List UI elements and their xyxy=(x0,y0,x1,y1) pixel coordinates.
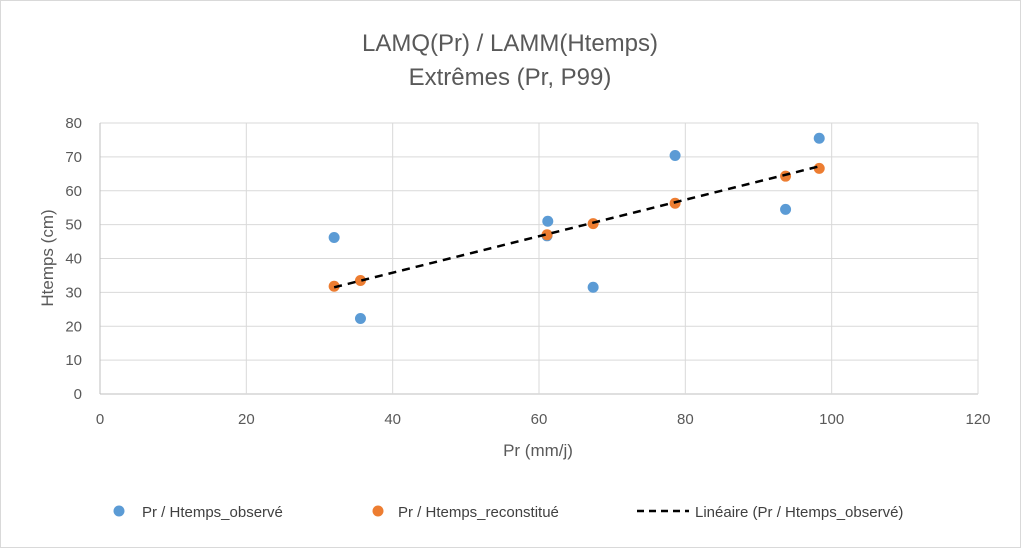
legend: Pr / Htemps_observé Pr / Htemps_reconsti… xyxy=(113,504,903,521)
tick-labels: 0 10 20 30 40 50 60 70 80 0 20 40 60 80 100 120 xyxy=(65,115,990,428)
x-tick-label: 0 xyxy=(96,411,104,428)
reconstituted-point xyxy=(813,162,825,174)
y-tick-label: 60 xyxy=(65,183,82,200)
y-tick-label: 20 xyxy=(65,318,82,335)
reconstituted-point xyxy=(780,170,792,182)
data-points xyxy=(328,132,825,324)
y-tick-label: 80 xyxy=(65,115,82,132)
observed-point xyxy=(669,150,681,162)
observed-point xyxy=(542,215,554,227)
reconstituted-point xyxy=(354,275,366,287)
legend-marker-observed xyxy=(113,505,125,517)
observed-point xyxy=(354,312,366,324)
chart-title: LAMQ(Pr) / LAMM(Htemps) xyxy=(362,30,658,57)
x-tick-label: 80 xyxy=(677,411,694,428)
observed-point xyxy=(328,231,340,243)
chart-subtitle: Extrêmes (Pr, P99) xyxy=(409,64,612,91)
x-tick-label: 40 xyxy=(384,411,401,428)
trendline xyxy=(333,165,820,289)
gridlines xyxy=(99,122,979,395)
y-tick-label: 50 xyxy=(65,217,82,234)
y-axis-title: Htemps (cm) xyxy=(38,209,57,306)
y-tick-label: 40 xyxy=(65,251,82,268)
x-tick-label: 100 xyxy=(819,411,844,428)
x-tick-label: 20 xyxy=(238,411,255,428)
legend-label-reconstituted: Pr / Htemps_reconstitué xyxy=(398,504,559,521)
x-axis-title: Pr (mm/j) xyxy=(503,441,573,460)
x-tick-label: 120 xyxy=(965,411,990,428)
trendline-layer xyxy=(333,165,820,289)
y-tick-label: 30 xyxy=(65,284,82,301)
y-tick-label: 70 xyxy=(65,149,82,166)
observed-point xyxy=(813,132,825,144)
legend-marker-reconstituted xyxy=(372,505,384,517)
legend-label-observed: Pr / Htemps_observé xyxy=(142,504,283,521)
reconstituted-point xyxy=(541,229,553,241)
legend-label-trendline: Linéaire (Pr / Htemps_observé) xyxy=(695,504,903,521)
observed-point xyxy=(587,281,599,293)
y-tick-label: 0 xyxy=(74,386,82,403)
x-tick-label: 60 xyxy=(531,411,548,428)
y-tick-label: 10 xyxy=(65,352,82,369)
observed-point xyxy=(780,203,792,215)
